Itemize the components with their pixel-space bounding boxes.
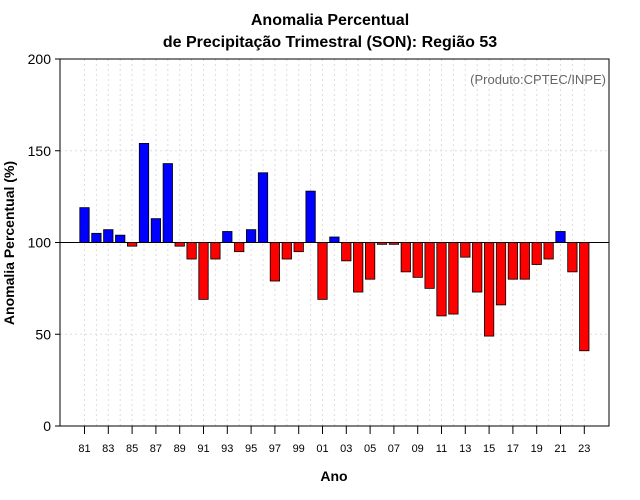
bar-02 [329, 236, 340, 243]
y-tick-label: 0 [43, 418, 51, 434]
bar-99 [293, 242, 304, 253]
ticks-layer: 0 50 100 150 200 81 83 85 87 89 91 93 95 97 99 01 03 05 07… [28, 51, 591, 455]
bar-90 [186, 242, 197, 260]
bar-86 [138, 143, 150, 243]
bar-16 [495, 242, 507, 306]
bar-05 [364, 242, 376, 280]
bar-13 [460, 242, 471, 258]
x-tick-label: 89 [174, 443, 186, 455]
x-tick-label: 95 [245, 443, 257, 455]
bar-88 [162, 163, 173, 243]
bar-14 [472, 242, 483, 293]
x-tick-label: 11 [436, 443, 447, 455]
bar-85 [127, 242, 138, 247]
y-tick-label: 200 [28, 51, 52, 67]
bars-layer [79, 143, 590, 352]
y-tick-label: 150 [28, 143, 52, 159]
bar-08 [400, 242, 411, 273]
bar-84 [115, 234, 126, 243]
bar-96 [257, 172, 269, 243]
bar-82 [91, 232, 102, 243]
bar-09 [412, 242, 423, 278]
x-tick-label: 21 [554, 443, 566, 455]
x-tick-label: 97 [269, 443, 281, 455]
x-tick-label: 91 [197, 443, 209, 455]
x-tick-label: 09 [412, 443, 424, 455]
grid-layer [60, 59, 609, 426]
x-tick-label: 05 [364, 443, 376, 455]
bar-98 [281, 242, 292, 260]
x-tick-label: 83 [102, 443, 114, 455]
x-tick-label: 01 [316, 443, 328, 455]
bar-89 [174, 242, 185, 247]
x-tick-label: 17 [507, 443, 519, 455]
source-annotation: (Produto:CPTEC/INPE) [470, 72, 606, 87]
x-tick-label: 81 [78, 443, 90, 455]
y-tick-label: 50 [35, 326, 51, 342]
bar-94 [234, 242, 245, 253]
bar-03 [341, 242, 352, 262]
bar-81 [79, 207, 90, 243]
x-tick-label: 93 [221, 443, 233, 455]
x-tick-label: 07 [388, 443, 400, 455]
bar-12 [448, 242, 459, 315]
bar-91 [198, 242, 209, 300]
bar-04 [353, 242, 364, 293]
x-tick-label: 15 [483, 443, 495, 455]
bar-01 [317, 242, 328, 300]
bar-10 [424, 242, 435, 289]
bar-18 [519, 242, 530, 280]
bar-00 [305, 190, 316, 243]
bar-21 [555, 231, 566, 243]
bar-19 [531, 242, 542, 265]
x-tick-label: 87 [150, 443, 162, 455]
bar-11 [436, 242, 447, 317]
chart-title-line2: de Precipitação Trimestral (SON): Região… [163, 34, 497, 51]
y-tick-label: 100 [28, 235, 52, 251]
bar-22 [567, 242, 578, 273]
bar-97 [269, 242, 281, 282]
bar-92 [210, 242, 221, 260]
bar-83 [103, 229, 114, 243]
bar-23 [579, 242, 590, 352]
bar-15 [483, 242, 495, 337]
x-tick-label: 23 [578, 443, 590, 455]
chart-title-line1: Anomalia Percentual [251, 12, 409, 29]
x-tick-label: 85 [126, 443, 138, 455]
bar-95 [245, 229, 257, 243]
x-tick-label: 13 [459, 443, 471, 455]
x-tick-label: 19 [531, 443, 543, 455]
x-axis-label: Ano [320, 468, 347, 484]
bar-20 [543, 242, 554, 260]
x-tick-label: 03 [340, 443, 352, 455]
bar-17 [507, 242, 519, 280]
y-axis-label: Anomalia Percentual (%) [1, 161, 17, 325]
bar-87 [150, 218, 161, 243]
x-tick-label: 99 [293, 443, 305, 455]
bar-93 [222, 231, 233, 243]
